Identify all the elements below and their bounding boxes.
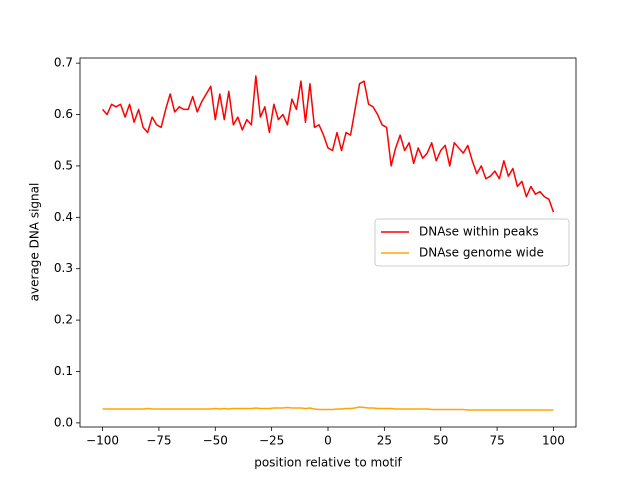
data-line: [101, 75, 555, 213]
x-tick-label: 25: [377, 434, 392, 448]
y-tick-label: 0.2: [54, 313, 73, 327]
legend-box: [374, 218, 570, 267]
x-tick-label: −50: [203, 434, 228, 448]
x-tick-label: −75: [146, 434, 171, 448]
x-tick-label: 0: [324, 434, 332, 448]
x-tick-label: 50: [433, 434, 448, 448]
x-tick-label: −100: [86, 434, 119, 448]
x-tick-label: −25: [259, 434, 284, 448]
y-axis-label: average DNA signal: [28, 183, 42, 302]
y-tick-label: 0.5: [54, 158, 73, 172]
y-tick-label: 0.4: [54, 210, 73, 224]
x-axis-label: position relative to motif: [254, 456, 402, 470]
y-tick-label: 0.6: [54, 107, 73, 121]
legend-label: DNAse within peaks: [419, 225, 539, 239]
y-tick-label: 0.7: [54, 56, 73, 70]
y-tick-label: 0.3: [54, 261, 73, 275]
legend-label: DNAse genome wide: [419, 246, 544, 260]
y-tick-label: 0.1: [54, 364, 73, 378]
x-tick-label: 100: [542, 434, 565, 448]
plot-frame: [79, 57, 577, 428]
y-tick-label: 0.0: [54, 415, 73, 429]
data-line: [102, 406, 554, 411]
x-tick-label: 75: [489, 434, 504, 448]
